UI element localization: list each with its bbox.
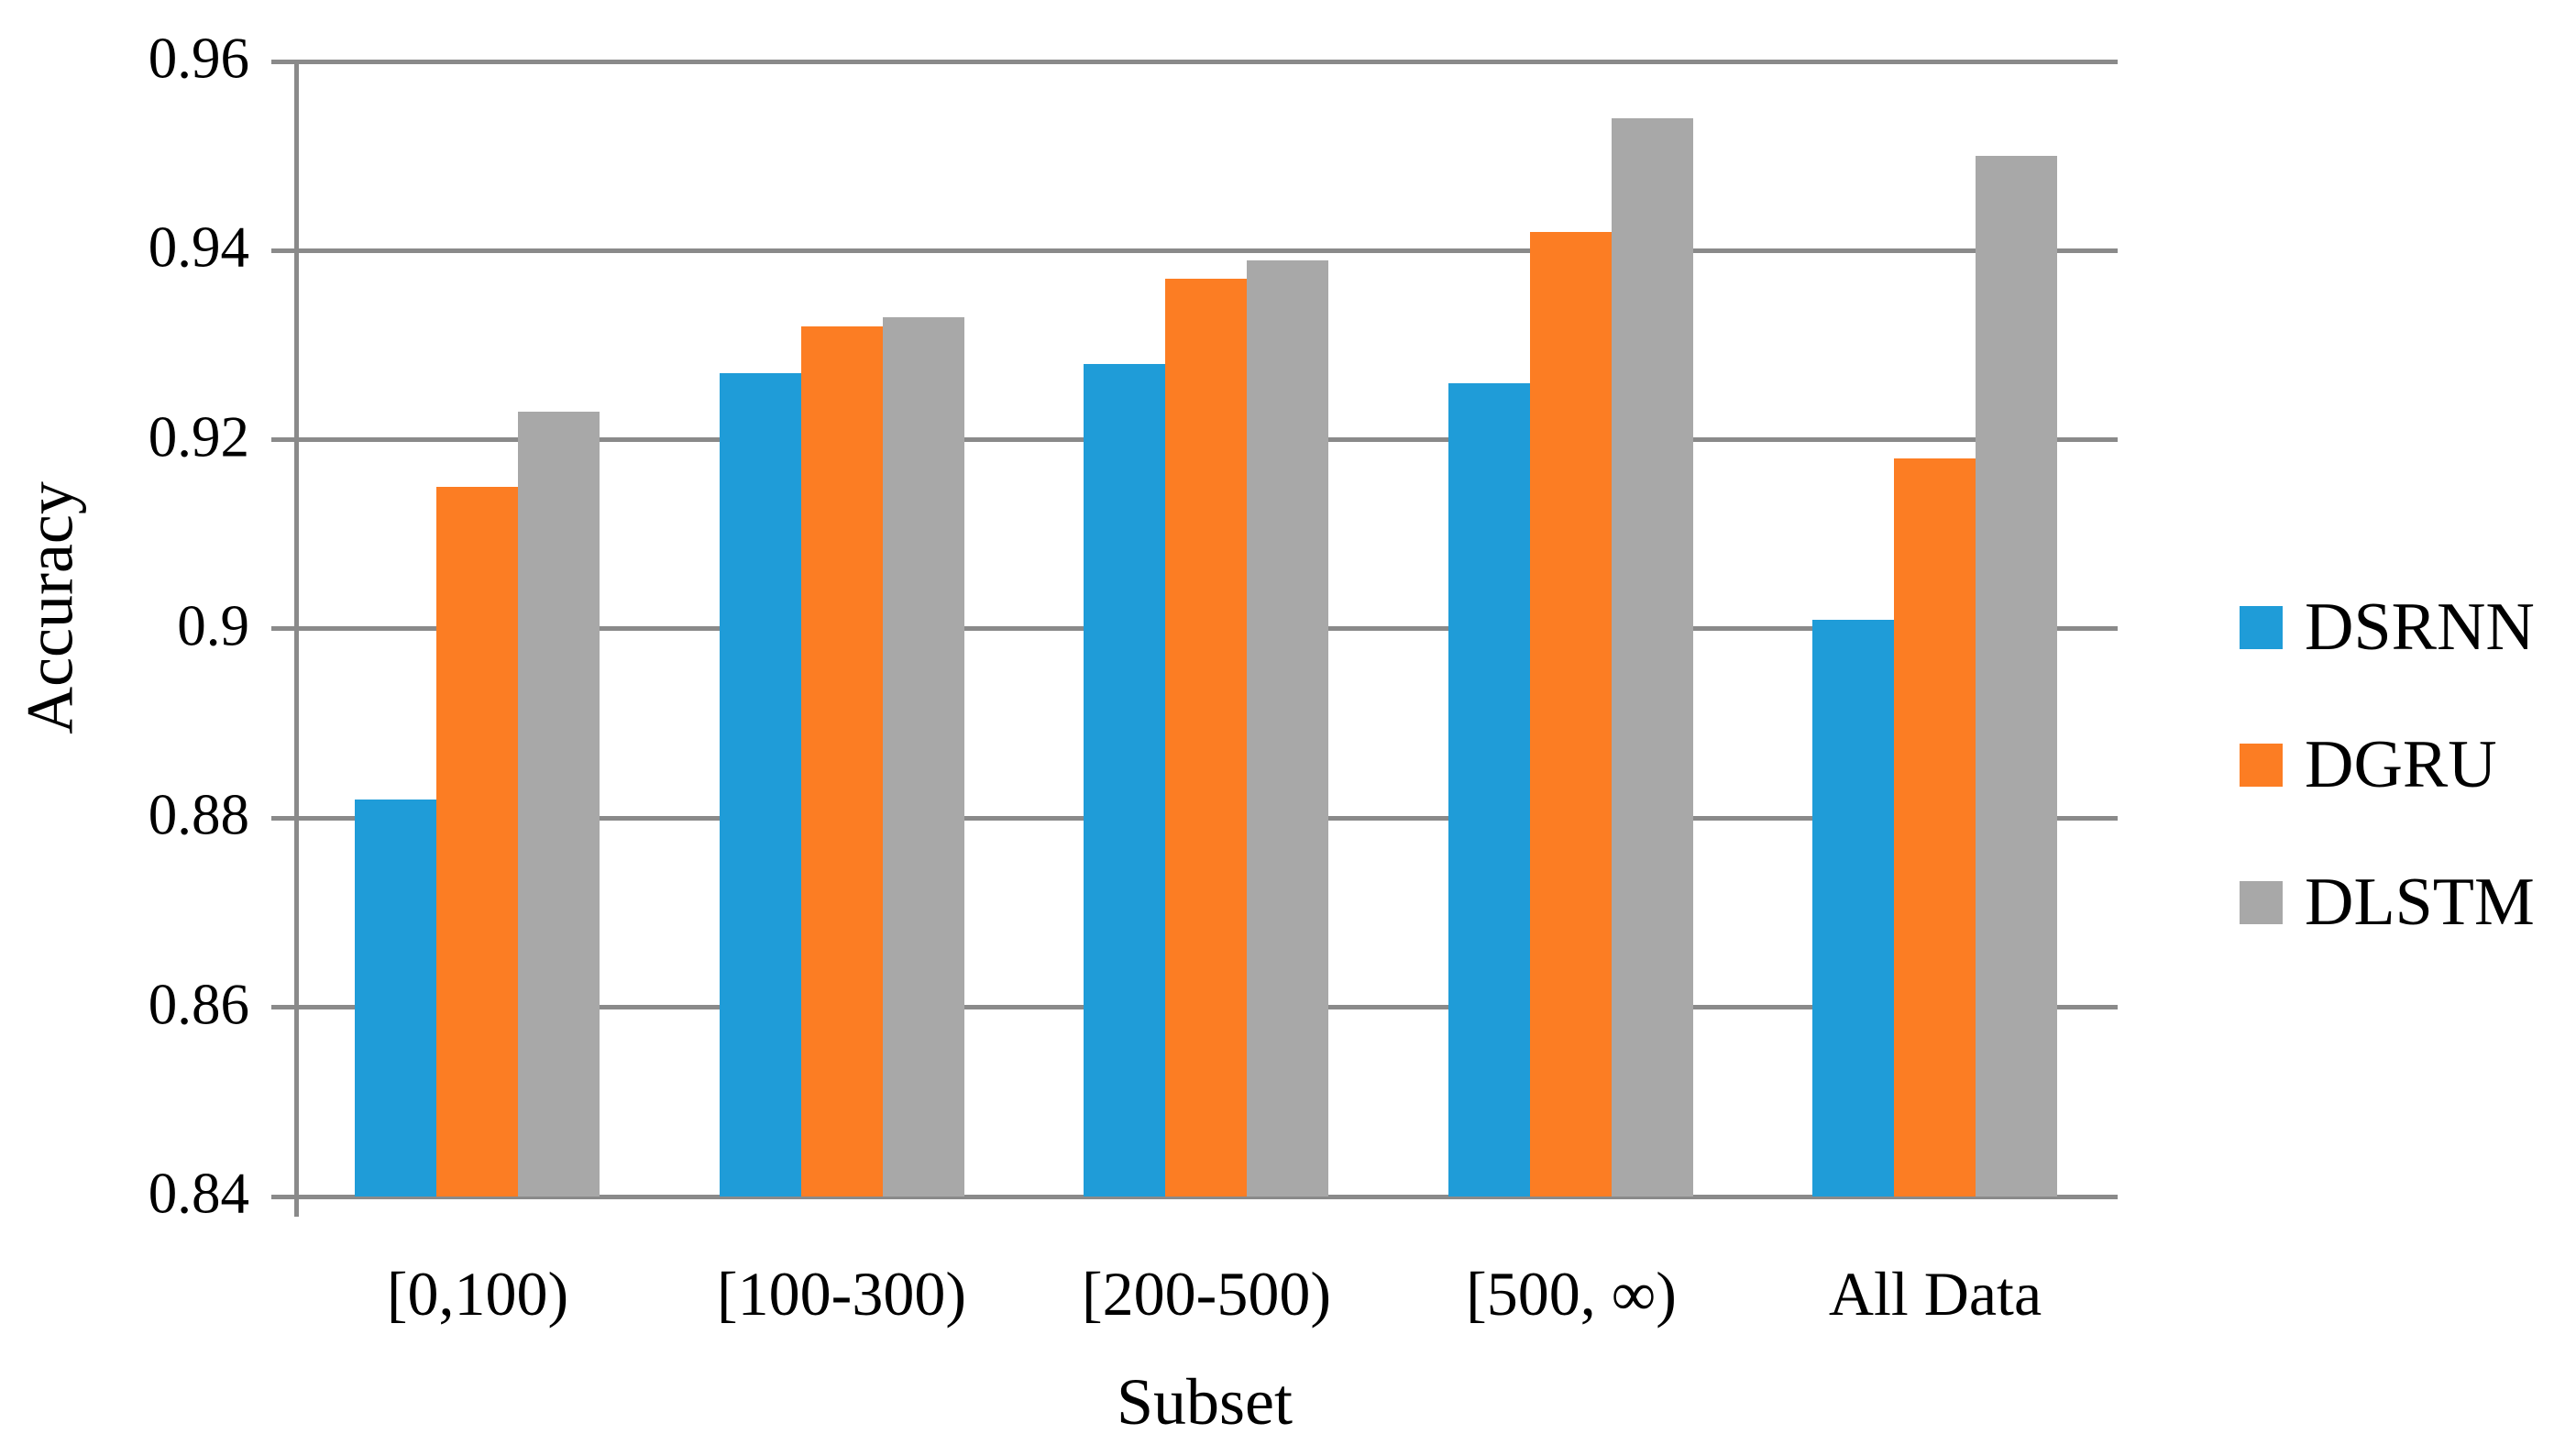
- bar-dgru-4: [1894, 458, 1976, 1197]
- bar-dsrnn-3: [1448, 383, 1530, 1197]
- y-tick-label: 0.88: [148, 782, 249, 847]
- bar-dlstm-1: [883, 317, 964, 1197]
- x-axis-title: Subset: [1116, 1365, 1294, 1439]
- legend-swatch-dgru: [2240, 743, 2283, 787]
- gridline: [271, 248, 2118, 253]
- legend-label-dlstm: DLSTM: [2305, 864, 2535, 940]
- x-category-label: [200-500): [1082, 1259, 1331, 1329]
- bar-dgru-1: [801, 326, 883, 1197]
- bar-dsrnn-4: [1812, 620, 1894, 1197]
- bar-dsrnn-1: [720, 373, 801, 1197]
- gridline: [271, 60, 2118, 64]
- y-tick-label: 0.92: [148, 404, 249, 469]
- x-category-label: [0,100): [386, 1259, 569, 1329]
- x-category-label: [100-300): [717, 1259, 966, 1329]
- bar-dsrnn-0: [355, 800, 436, 1197]
- bar-dlstm-2: [1247, 260, 1328, 1197]
- bar-dlstm-4: [1976, 156, 2057, 1197]
- x-category-label: [500, ∞): [1466, 1259, 1677, 1329]
- legend-swatch-dlstm: [2240, 880, 2283, 924]
- y-tick-label: 0.94: [148, 215, 249, 280]
- y-tick-label: 0.9: [177, 593, 249, 658]
- bar-dgru-2: [1165, 279, 1247, 1197]
- legend-label-dsrnn: DSRNN: [2305, 589, 2535, 665]
- bar-dgru-3: [1530, 232, 1612, 1197]
- x-category-label: All Data: [1828, 1259, 2042, 1329]
- y-tick-label: 0.96: [148, 26, 249, 91]
- legend-item-dgru: DGRU: [2240, 723, 2497, 806]
- bar-dlstm-3: [1612, 118, 1693, 1197]
- bar-dgru-0: [436, 487, 518, 1197]
- bar-dsrnn-2: [1084, 364, 1165, 1197]
- legend-item-dsrnn: DSRNN: [2240, 586, 2535, 668]
- y-axis-line: [294, 61, 299, 1217]
- legend-label-dgru: DGRU: [2305, 726, 2497, 802]
- legend-item-dlstm: DLSTM: [2240, 861, 2535, 943]
- legend-swatch-dsrnn: [2240, 605, 2283, 649]
- gridline: [271, 1195, 2118, 1199]
- y-tick-label: 0.86: [148, 972, 249, 1037]
- y-tick-label: 0.84: [148, 1161, 249, 1226]
- bar-dlstm-0: [518, 412, 600, 1197]
